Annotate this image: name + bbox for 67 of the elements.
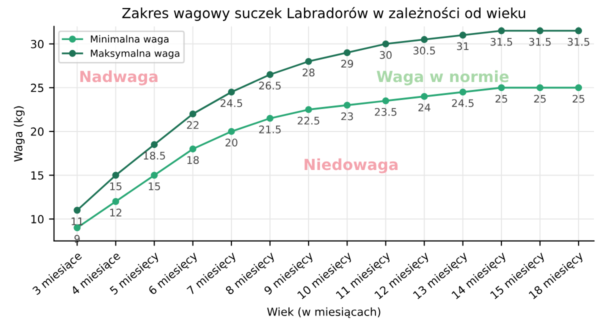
data-label: 22.5 <box>298 116 320 125</box>
data-label: 29 <box>341 60 354 68</box>
point <box>305 58 312 65</box>
point <box>536 84 544 92</box>
legend-label: Minimalna waga <box>90 35 168 45</box>
data-label: 11 <box>72 218 83 226</box>
data-label: 31.5 <box>568 38 590 46</box>
point <box>344 102 351 109</box>
data-label: 30.5 <box>413 46 435 55</box>
chart-title: Zakres wagowy suczek Labradorów w zależności od wieku <box>122 6 526 21</box>
point <box>498 84 505 92</box>
point <box>74 206 81 214</box>
point <box>575 27 582 34</box>
data-label: 25 <box>572 94 584 103</box>
data-label: 31.5 <box>529 38 551 46</box>
point <box>536 27 544 34</box>
y-tick-label: 20 <box>30 127 44 136</box>
y-axis-title: Waga (kg) <box>14 106 25 162</box>
point <box>266 114 274 122</box>
point <box>305 106 312 114</box>
data-label: 24 <box>418 104 430 112</box>
data-label: 20 <box>226 138 238 146</box>
data-label: 30 <box>380 51 392 59</box>
data-label: 31.5 <box>490 38 512 46</box>
point <box>266 71 274 78</box>
point <box>382 40 390 48</box>
y-tick-label: 25 <box>30 84 44 92</box>
y-tick-label: 30 <box>30 40 44 48</box>
data-label: 25 <box>496 94 508 103</box>
data-label: 18 <box>187 156 199 164</box>
point <box>459 32 466 39</box>
data-label: 23.5 <box>374 108 396 116</box>
annotation: Niedowaga <box>304 158 398 174</box>
point <box>459 88 466 96</box>
data-label: 23 <box>341 112 353 120</box>
point <box>112 172 120 179</box>
point <box>150 141 158 148</box>
legend-label: Maksymalna waga <box>90 49 180 59</box>
point <box>112 198 120 205</box>
point <box>420 36 428 44</box>
point <box>228 88 235 96</box>
point <box>228 128 235 135</box>
data-label: 26.5 <box>259 82 281 90</box>
data-label: 21.5 <box>259 125 281 134</box>
data-label: 31 <box>457 42 469 50</box>
point <box>189 146 196 152</box>
point <box>420 92 428 100</box>
data-label: 15 <box>148 182 160 190</box>
data-label: 24.5 <box>220 99 242 108</box>
point <box>189 110 196 118</box>
point <box>150 172 158 179</box>
data-label: 12 <box>110 208 122 216</box>
annotation: Nadwaga <box>80 70 158 86</box>
data-label: 24.5 <box>452 99 474 108</box>
point <box>382 97 390 104</box>
point <box>498 27 505 34</box>
data-label: 25 <box>534 94 546 103</box>
data-label: 28 <box>302 68 314 76</box>
data-label: 18.5 <box>144 152 165 160</box>
y-tick-label: 10 <box>31 214 44 224</box>
x-axis-title: Wiek (w miesiącach) <box>267 307 380 318</box>
annotation: Waga w normie <box>376 70 509 86</box>
data-label: 15 <box>110 182 122 190</box>
y-tick-label: 15 <box>31 171 44 180</box>
point <box>344 49 351 56</box>
point <box>575 84 582 92</box>
data-label: 22 <box>186 121 198 129</box>
